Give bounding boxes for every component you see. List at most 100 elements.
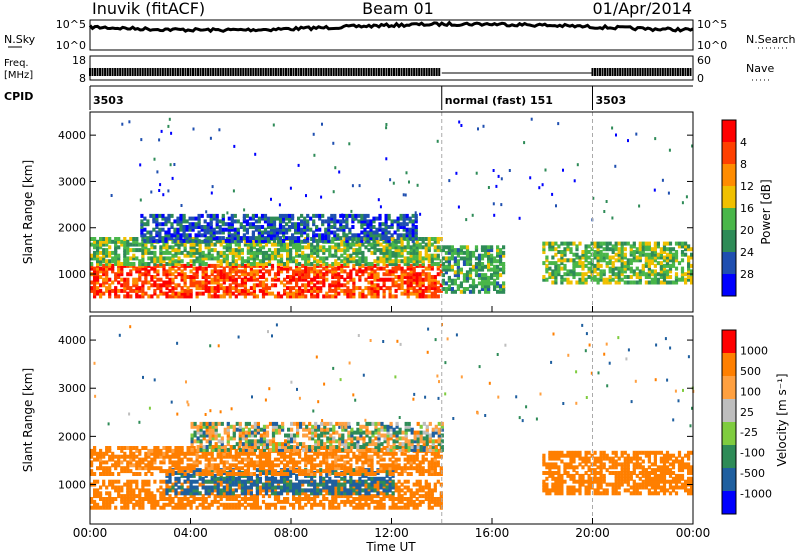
echo-cell — [337, 242, 341, 247]
echo-cell — [387, 225, 391, 229]
echo-cell — [162, 263, 166, 268]
echo-cell — [204, 466, 208, 471]
echo-cell — [298, 505, 302, 510]
echo-cell — [310, 248, 314, 253]
echo-cell — [297, 225, 301, 229]
echo-cell — [406, 288, 410, 293]
echo-cell — [406, 239, 410, 244]
echo-cell — [159, 250, 163, 255]
echo-cell — [397, 263, 401, 268]
echo-cell — [352, 263, 356, 268]
echo-cell — [204, 277, 208, 282]
echo-cell — [213, 269, 217, 274]
echo-cell — [141, 485, 145, 490]
echo-cell — [418, 499, 422, 504]
echo-cell — [270, 479, 275, 484]
echo-cell — [102, 253, 106, 258]
echo-cell — [295, 269, 299, 274]
echo-cell — [424, 482, 428, 487]
echo-cell — [453, 281, 457, 286]
echo-cell — [352, 266, 356, 271]
echo-cell — [346, 262, 350, 266]
echo-cell — [249, 457, 253, 462]
echo-cell — [289, 259, 293, 264]
echo-cell — [336, 219, 340, 224]
echo-cell — [415, 280, 419, 285]
echo-cell — [289, 454, 293, 459]
echo-speckle — [530, 117, 533, 121]
echo-cell — [298, 472, 302, 476]
echo-cell — [102, 466, 106, 471]
echo-cell — [252, 256, 256, 261]
echo-cell — [319, 286, 323, 291]
echo-cell — [644, 241, 648, 246]
echo-cell — [653, 247, 657, 252]
echo-cell — [266, 238, 271, 243]
echo-cell — [336, 236, 340, 241]
echo-cell — [391, 237, 395, 241]
echo-cell — [135, 294, 139, 299]
echo-cell — [295, 294, 299, 299]
echo-cell — [370, 488, 374, 493]
echo-cell — [397, 253, 401, 258]
echo-speckle — [419, 212, 422, 216]
echo-cell — [231, 286, 235, 291]
echo-cell — [255, 505, 259, 510]
echo-cell — [316, 248, 320, 253]
echo-cell — [289, 471, 293, 475]
echo-cell — [343, 488, 347, 493]
echo-cell — [376, 476, 380, 481]
echo-cell — [638, 269, 642, 274]
echo-cell — [285, 230, 289, 235]
echo-cell — [316, 488, 320, 493]
echo-cell — [108, 457, 112, 462]
echo-cell — [294, 236, 298, 241]
echo-cell — [427, 502, 431, 507]
echo-cell — [204, 463, 208, 468]
echo-cell — [620, 250, 624, 254]
echo-cell — [599, 263, 603, 268]
echo-cell — [400, 499, 404, 504]
echo-cell — [171, 277, 175, 282]
echo-cell — [225, 286, 229, 291]
echo-cell — [141, 497, 145, 501]
echo-cell — [171, 259, 175, 264]
echo-cell — [201, 262, 205, 266]
echo-cell — [349, 291, 353, 296]
echo-speckle — [457, 205, 460, 209]
echo-cell — [324, 219, 328, 224]
echo-cell — [471, 284, 476, 289]
echo-cell — [402, 233, 406, 238]
echo-cell — [355, 286, 359, 291]
echo-cell — [447, 250, 451, 255]
echo-cell — [240, 460, 244, 465]
echo-cell — [155, 216, 159, 221]
echo-cell — [430, 262, 434, 266]
echo-cell — [218, 225, 222, 229]
echo-cell — [165, 485, 169, 490]
echo-cell — [295, 499, 299, 504]
echo-speckle — [128, 120, 131, 124]
echo-cell — [650, 250, 654, 254]
echo-cell — [282, 227, 286, 232]
echo-cell — [677, 244, 682, 249]
echo-cell — [198, 280, 202, 285]
echo-cell — [345, 213, 349, 218]
echo-cell — [433, 237, 437, 241]
echo-cell — [264, 502, 269, 507]
echo-cell — [147, 469, 151, 474]
echo-cell — [258, 283, 262, 288]
echo-cell — [159, 497, 163, 501]
echo-cell — [343, 239, 347, 244]
echo-cell — [231, 280, 235, 285]
echo-cell — [340, 499, 344, 504]
echo-cell — [279, 248, 284, 253]
echo-cell — [273, 497, 278, 501]
echo-cell — [240, 466, 244, 471]
echo-cell — [258, 262, 262, 266]
echo-cell — [111, 250, 115, 255]
echo-cell — [243, 286, 247, 291]
echo-cell — [183, 491, 187, 496]
echo-cell — [159, 454, 163, 459]
echo-cell — [240, 256, 244, 261]
